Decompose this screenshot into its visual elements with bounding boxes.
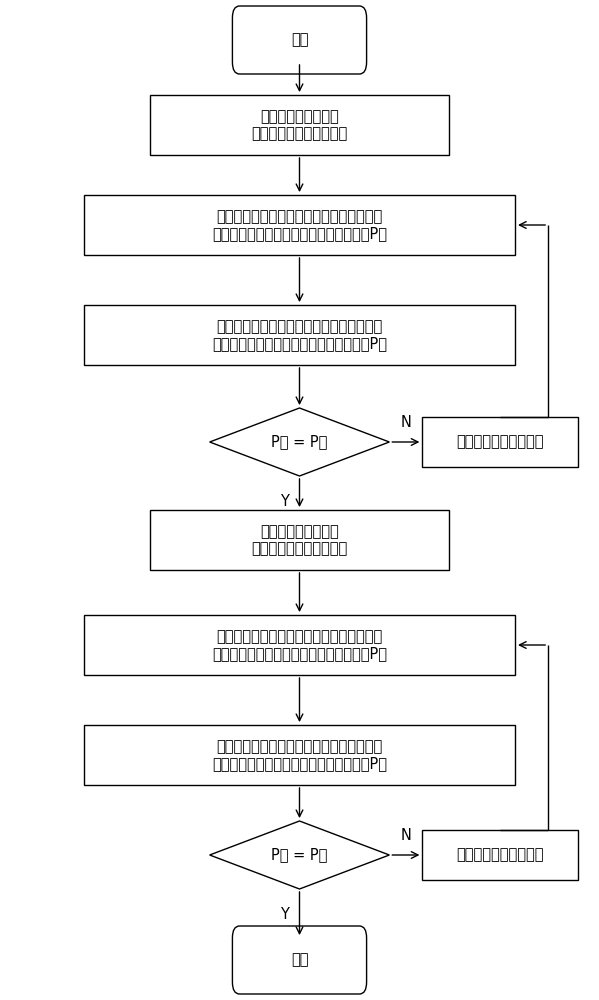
- Text: 标记参考光与压缩器输出光下边子口径的空
谱干涉条纹的极値点在水平方向上的位置P下: 标记参考光与压缩器输出光下边子口径的空 谱干涉条纹的极値点在水平方向上的位置P下: [212, 319, 387, 351]
- Text: 标记参考光与压缩器输出光上边子口径的空
谱干涉条纹的极値点在水平方向上的位置P上: 标记参考光与压缩器输出光上边子口径的空 谱干涉条纹的极値点在水平方向上的位置P上: [212, 209, 387, 241]
- Text: 结束: 结束: [291, 952, 308, 968]
- Text: P上 = P下: P上 = P下: [271, 434, 328, 450]
- Bar: [84, 615, 515, 675]
- Text: N: N: [400, 828, 412, 843]
- Text: 标记参考光与压缩器输出光右边子口径的空
谱干涉条纹的极値点在水平方向上的位置P右: 标记参考光与压缩器输出光右边子口径的空 谱干涉条纹的极値点在水平方向上的位置P右: [212, 739, 387, 771]
- Bar: [84, 195, 515, 255]
- Bar: [422, 417, 578, 467]
- Text: 标记参考光与压缩器输出光左边子口径的空
谱干涉条纹的极値点在水平方向上的位置P左: 标记参考光与压缩器输出光左边子口径的空 谱干涉条纹的极値点在水平方向上的位置P左: [212, 629, 387, 661]
- Text: N: N: [400, 415, 412, 430]
- Text: 选取压缩器输出光的
上边子口径、下边子口径: 选取压缩器输出光的 上边子口径、下边子口径: [252, 109, 347, 141]
- Polygon shape: [210, 821, 389, 889]
- Bar: [84, 305, 515, 365]
- Bar: [84, 725, 515, 785]
- Text: 调节压缩器光栅的偏摊: 调节压缩器光栅的偏摊: [456, 848, 544, 862]
- Bar: [150, 510, 449, 570]
- Bar: [422, 830, 578, 880]
- Text: Y: Y: [280, 494, 289, 509]
- Bar: [150, 95, 449, 155]
- FancyBboxPatch shape: [232, 926, 367, 994]
- Polygon shape: [210, 408, 389, 476]
- Text: P左 = P右: P左 = P右: [271, 848, 328, 862]
- FancyBboxPatch shape: [232, 6, 367, 74]
- Text: Y: Y: [280, 907, 289, 922]
- Text: 开始: 开始: [291, 32, 308, 47]
- Text: 选取压缩器输出光的
左边子口径、右边子口径: 选取压缩器输出光的 左边子口径、右边子口径: [252, 524, 347, 556]
- Text: 调节压缩器光栅的俧仰: 调节压缩器光栅的俧仰: [456, 434, 544, 450]
